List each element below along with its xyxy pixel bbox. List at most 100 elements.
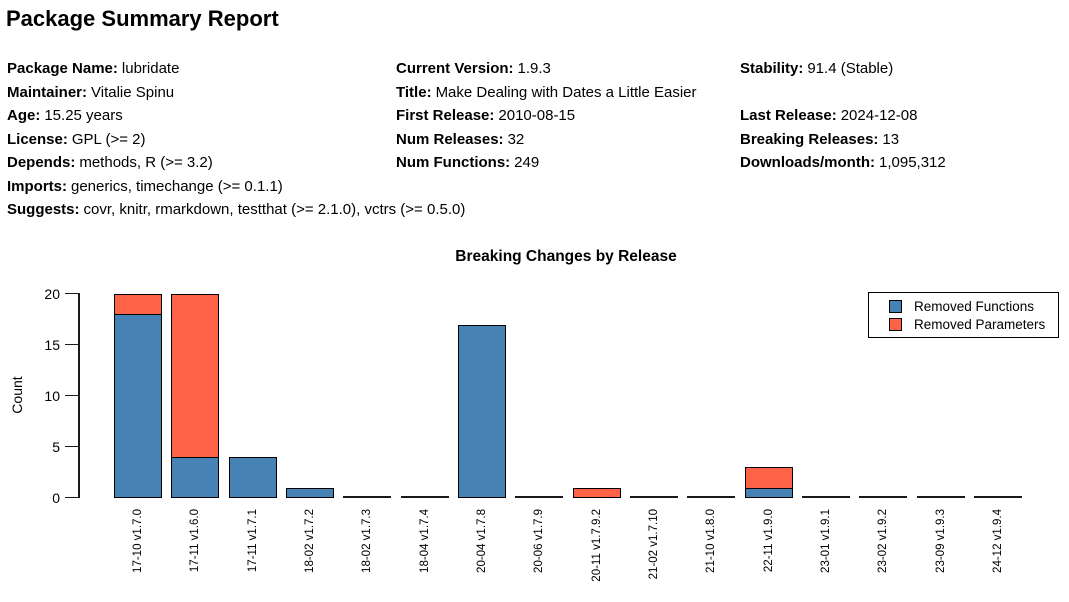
- y-axis-tick-label: 0: [52, 489, 60, 506]
- x-axis-tick-label: 20-11 v1.7.9.2: [590, 509, 603, 582]
- info-column-left: Package Name: lubridate Maintainer: Vitali…: [7, 57, 465, 222]
- field-age: Age: 15.25 years: [7, 104, 465, 128]
- y-axis-tick: [65, 394, 78, 397]
- bar-segment-removed-functions: [114, 314, 162, 498]
- legend-item-removed-parameters: Removed Parameters: [889, 317, 1058, 332]
- chart-title: Breaking Changes by Release: [455, 248, 677, 265]
- legend-label: Removed Functions: [914, 298, 1035, 314]
- field-value: 249: [514, 154, 540, 171]
- field-imports: Imports: generics, timechange (>= 0.1.1): [7, 175, 465, 199]
- field-label: License:: [7, 130, 68, 148]
- field-downloads-month: Downloads/month: 1,095,312: [740, 151, 946, 175]
- page-title: Package Summary Report: [6, 6, 279, 31]
- x-axis-tick-label: 23-09 v1.9.3: [934, 509, 947, 573]
- bar-zero: [859, 496, 908, 498]
- field-label: Last Release:: [740, 107, 837, 124]
- field-value: methods, R (>= 3.2): [79, 154, 213, 171]
- field-suggests: Suggests: covr, knitr, rmarkdown, testtha…: [7, 198, 465, 222]
- field-label: Num Functions:: [396, 154, 511, 171]
- field-first-release: First Release: 2010-08-15: [396, 104, 697, 128]
- x-axis-tick-label: 21-02 v1.7.10: [647, 509, 660, 580]
- bar-segment-removed-parameters: [171, 294, 220, 458]
- field-num-releases: Num Releases: 32: [396, 128, 697, 152]
- y-axis-line: [78, 293, 80, 498]
- y-axis-tick-label: 15: [44, 336, 60, 353]
- x-axis-tick-label: 24-12 v1.9.4: [991, 509, 1004, 573]
- field-value: generics, timechange (>= 0.1.1): [71, 177, 283, 195]
- field-last-release: Last Release: 2024-12-08: [740, 104, 946, 128]
- bar-zero: [400, 496, 449, 498]
- y-axis-tick: [65, 343, 78, 346]
- bar-segment-removed-functions: [171, 457, 220, 498]
- field-stability: Stability: 91.4 (Stable): [740, 57, 946, 81]
- bar-zero: [343, 496, 392, 498]
- y-axis-tick: [65, 496, 78, 499]
- field-maintainer: Maintainer: Vitalie Spinu: [7, 81, 465, 105]
- bar-segment-removed-parameters: [572, 487, 621, 498]
- bar-segment-removed-functions: [285, 487, 334, 498]
- bar-zero: [515, 496, 564, 498]
- x-axis-tick-label: 20-04 v1.7.8: [475, 509, 488, 573]
- field-license: License: GPL (>= 2): [7, 128, 465, 152]
- field-value: covr, knitr, rmarkdown, testthat (>= 2.1…: [83, 201, 466, 218]
- field-label: Imports:: [7, 177, 67, 195]
- x-axis-tick-label: 18-04 v1.7.4: [418, 509, 431, 573]
- x-axis-tick-label: 17-10 v1.7.0: [132, 509, 144, 573]
- field-value: 32: [507, 130, 525, 148]
- bar-segment-removed-functions: [228, 457, 277, 498]
- y-axis-tick-label: 5: [52, 438, 60, 455]
- x-axis-tick-label: 20-06 v1.7.9: [533, 509, 546, 573]
- field-label: Breaking Releases:: [740, 130, 879, 148]
- field-num-functions: Num Functions: 249: [396, 151, 697, 175]
- field-label: Downloads/month:: [740, 154, 875, 171]
- bar-segment-removed-functions: [744, 487, 793, 498]
- bar-segment-removed-parameters: [744, 467, 793, 488]
- field-value: Make Dealing with Dates a Little Easier: [435, 83, 697, 101]
- y-axis-tick: [65, 292, 78, 295]
- legend-item-removed-functions: Removed Functions: [889, 299, 1058, 314]
- field-label: Maintainer:: [7, 83, 88, 101]
- field-label: Num Releases:: [396, 130, 504, 148]
- legend-swatch-removed-functions-icon: [889, 299, 902, 313]
- bar-zero: [629, 496, 678, 498]
- x-axis-tick-label: 22-11 v1.9.0: [762, 509, 775, 573]
- bar-zero: [687, 496, 736, 498]
- field-value: 13: [882, 130, 900, 148]
- field-depends: Depends: methods, R (>= 3.2): [7, 151, 465, 175]
- field-value: 91.4 (Stable): [807, 60, 894, 77]
- y-axis-tick-label: 20: [44, 285, 60, 302]
- field-value: lubridate: [121, 60, 180, 77]
- field-value: 1,095,312: [879, 154, 946, 171]
- y-axis-tick-label: 10: [44, 387, 60, 404]
- x-axis-tick-label: 17-11 v1.6.0: [189, 509, 202, 573]
- y-axis-tick: [65, 445, 78, 448]
- x-axis-tick-label: 17-11 v1.7.1: [246, 509, 259, 573]
- field-label: Age:: [7, 107, 41, 124]
- bar-segment-removed-parameters: [114, 294, 162, 315]
- field-title: Title: Make Dealing with Dates a Little E…: [396, 81, 697, 105]
- field-label: First Release:: [396, 107, 495, 124]
- field-label: Depends:: [7, 154, 76, 171]
- field-label: Stability:: [740, 60, 804, 77]
- info-column-middle: Current Version: 1.9.3 Title: Make Dealing…: [396, 57, 697, 175]
- field-value: 2024-12-08: [840, 107, 918, 124]
- field-current-version: Current Version: 1.9.3: [396, 57, 697, 81]
- bar-segment-removed-functions: [457, 324, 506, 498]
- field-label: Package Name:: [7, 60, 118, 77]
- field-value: 2010-08-15: [498, 107, 576, 124]
- bar-zero: [916, 496, 965, 498]
- field-value: GPL (>= 2): [71, 130, 146, 148]
- info-column-right: Stability: 91.4 (Stable) Last Release: 202…: [740, 57, 946, 175]
- x-axis-tick-label: 23-01 v1.9.1: [819, 509, 832, 573]
- field-value: 1.9.3: [517, 60, 551, 77]
- field-package-name: Package Name: lubridate: [7, 57, 465, 81]
- chart-legend: Removed Functions Removed Parameters: [868, 292, 1059, 338]
- field-label: Current Version:: [396, 60, 514, 77]
- x-axis-tick-label: 18-02 v1.7.3: [361, 509, 374, 573]
- x-axis-tick-label: 23-02 v1.9.2: [877, 509, 890, 573]
- x-axis-tick-label: 18-02 v1.7.2: [303, 509, 316, 573]
- field-breaking-releases: Breaking Releases: 13: [740, 128, 946, 152]
- field-label: Suggests:: [7, 201, 80, 218]
- legend-label: Removed Parameters: [914, 316, 1046, 332]
